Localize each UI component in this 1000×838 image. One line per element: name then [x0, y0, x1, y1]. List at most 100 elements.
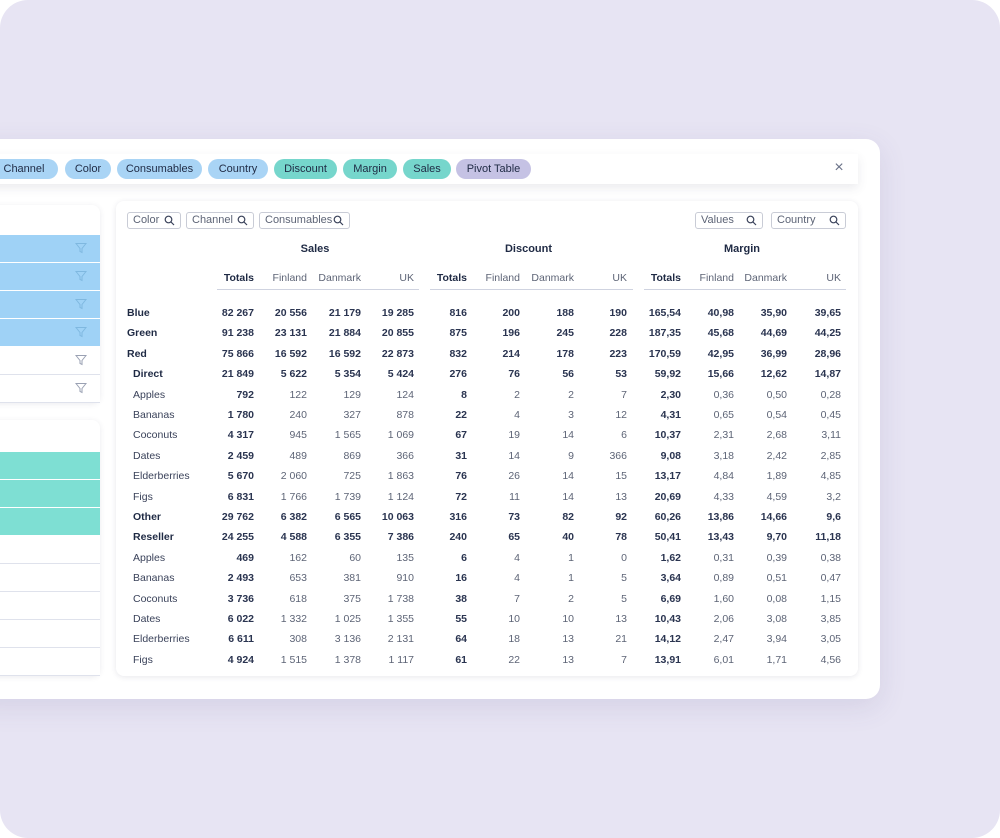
filter-funnel-icon[interactable]: [75, 326, 87, 338]
left-field-row[interactable]: [0, 620, 100, 648]
chip-pivot-table[interactable]: Pivot Table: [456, 159, 531, 179]
filter-funnel-icon[interactable]: [75, 354, 87, 366]
table-cell: 26: [508, 470, 520, 482]
row-label[interactable]: Direct: [133, 368, 163, 380]
row-label[interactable]: Other: [133, 511, 162, 523]
row-label[interactable]: Bananas: [133, 409, 175, 421]
column-header-danmark[interactable]: Danmark: [318, 272, 361, 284]
left-field-row[interactable]: [0, 592, 100, 620]
row-label[interactable]: Red: [127, 348, 147, 360]
column-header-uk[interactable]: UK: [612, 272, 627, 284]
column-header-finland[interactable]: Finland: [699, 272, 734, 284]
left-field-row[interactable]: [0, 452, 100, 479]
search-icon: [829, 215, 840, 226]
table-cell: 4,56: [820, 654, 841, 666]
table-cell: 13,17: [654, 470, 681, 482]
table-cell: 276: [449, 368, 467, 380]
table-cell: 3,94: [766, 633, 787, 645]
column-header-totals[interactable]: Totals: [436, 272, 467, 284]
chip-discount[interactable]: Discount: [274, 159, 337, 179]
group-underline: [430, 289, 633, 290]
left-field-row[interactable]: [0, 508, 100, 535]
table-cell: 2 459: [227, 450, 254, 462]
filter-label: Values: [701, 214, 734, 226]
row-label[interactable]: Elderberries: [133, 470, 190, 482]
table-cell: 6,69: [660, 593, 681, 605]
filter-funnel-icon[interactable]: [75, 242, 87, 254]
chip-channel[interactable]: Channel: [0, 159, 58, 179]
close-icon[interactable]: ×: [834, 159, 844, 176]
left-field-row[interactable]: [0, 648, 100, 676]
column-header-uk[interactable]: UK: [399, 272, 414, 284]
table-cell: 56: [562, 368, 574, 380]
row-label[interactable]: Bananas: [133, 572, 175, 584]
search-icon: [237, 215, 248, 226]
chip-consumables[interactable]: Consumables: [117, 159, 202, 179]
filter-color-search[interactable]: Color: [127, 212, 181, 229]
table-cell: 228: [609, 327, 627, 339]
left-field-row[interactable]: [0, 319, 100, 346]
row-label[interactable]: Apples: [133, 552, 166, 564]
filter-funnel-icon[interactable]: [75, 382, 87, 394]
table-cell: 653: [289, 572, 307, 584]
table-cell: 0: [621, 552, 627, 564]
filter-country-search[interactable]: Country: [771, 212, 846, 229]
filter-label: Channel: [192, 214, 233, 226]
row-label[interactable]: Blue: [127, 307, 150, 319]
column-header-totals[interactable]: Totals: [650, 272, 681, 284]
table-cell: 20 855: [381, 327, 414, 339]
row-label[interactable]: Figs: [133, 491, 153, 503]
left-field-row[interactable]: [0, 235, 100, 262]
filter-funnel-icon[interactable]: [75, 298, 87, 310]
row-label[interactable]: Reseller: [133, 531, 174, 543]
row-label[interactable]: Green: [127, 327, 158, 339]
row-label[interactable]: Figs: [133, 654, 153, 666]
row-label[interactable]: Coconuts: [133, 429, 178, 441]
filter-label: Color: [133, 214, 160, 226]
table-cell: 13: [615, 491, 627, 503]
chip-sales[interactable]: Sales: [403, 159, 451, 179]
left-field-row[interactable]: [0, 291, 100, 318]
row-label[interactable]: Dates: [133, 613, 161, 625]
table-cell: 4: [514, 572, 520, 584]
search-icon: [333, 215, 344, 226]
chip-margin[interactable]: Margin: [343, 159, 397, 179]
chip-country[interactable]: Country: [208, 159, 268, 179]
filter-funnel-icon[interactable]: [75, 270, 87, 282]
filter-values-search[interactable]: Values: [695, 212, 763, 229]
table-cell: 91 238: [221, 327, 254, 339]
row-label[interactable]: Apples: [133, 389, 166, 401]
row-label[interactable]: Dates: [133, 450, 161, 462]
column-header-uk[interactable]: UK: [826, 272, 841, 284]
column-header-danmark[interactable]: Danmark: [531, 272, 574, 284]
table-cell: 0,51: [766, 572, 787, 584]
filter-consumables-search[interactable]: Consumables: [259, 212, 350, 229]
table-cell: 366: [396, 450, 414, 462]
left-field-row[interactable]: [0, 480, 100, 507]
column-header-finland[interactable]: Finland: [272, 272, 307, 284]
left-field-row[interactable]: [0, 564, 100, 592]
left-field-row[interactable]: [0, 263, 100, 290]
table-cell: 1,62: [660, 552, 681, 564]
row-label[interactable]: Elderberries: [133, 633, 190, 645]
column-header-totals[interactable]: Totals: [223, 272, 254, 284]
left-field-row[interactable]: [0, 347, 100, 375]
table-cell: 13: [615, 613, 627, 625]
pivot-table-panel: [116, 201, 858, 676]
filter-channel-search[interactable]: Channel: [186, 212, 254, 229]
left-field-row[interactable]: [0, 375, 100, 403]
left-field-row[interactable]: [0, 536, 100, 564]
group-header-discount: Discount: [504, 243, 553, 255]
row-label[interactable]: Coconuts: [133, 593, 178, 605]
chip-color[interactable]: Color: [65, 159, 111, 179]
table-cell: 0,89: [713, 572, 734, 584]
column-header-danmark[interactable]: Danmark: [744, 272, 787, 284]
table-cell: 2,68: [766, 429, 787, 441]
column-header-finland[interactable]: Finland: [485, 272, 520, 284]
table-cell: 6: [461, 552, 467, 564]
table-cell: 196: [502, 327, 520, 339]
table-cell: 40,98: [707, 307, 734, 319]
table-cell: 3,11: [821, 429, 841, 441]
table-cell: 13,43: [707, 531, 734, 543]
table-cell: 15,66: [707, 368, 734, 380]
